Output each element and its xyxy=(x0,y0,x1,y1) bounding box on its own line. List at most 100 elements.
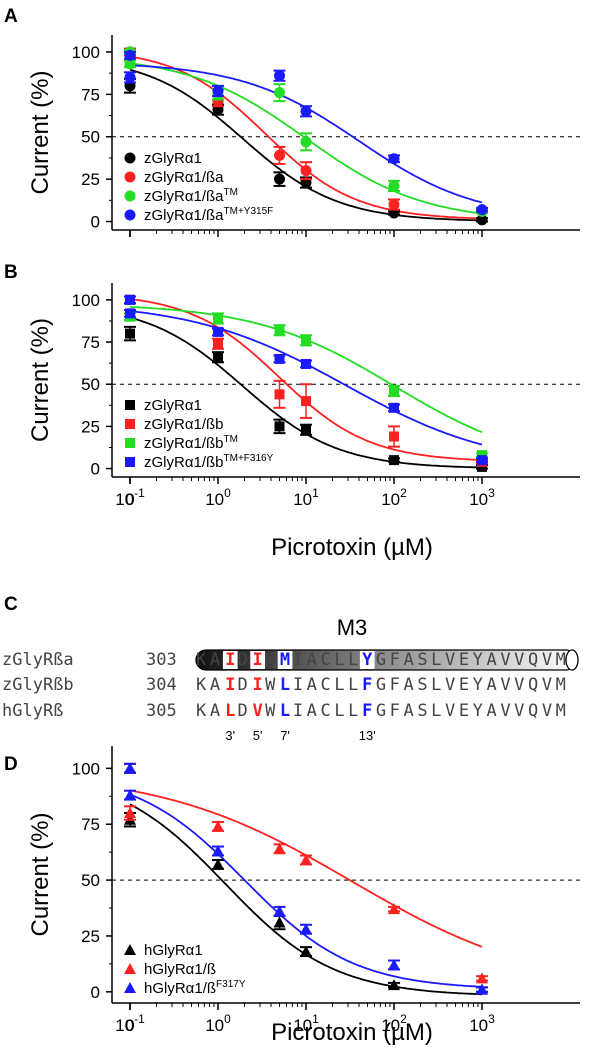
alignment-row-name: hGlyRß xyxy=(2,701,63,721)
data-point xyxy=(274,87,286,99)
x-tick-exponent: 1 xyxy=(312,1012,319,1026)
data-point xyxy=(477,455,487,466)
x-tick-base: 10 xyxy=(115,490,134,509)
data-point xyxy=(388,153,400,165)
x-tick-exponent: -1 xyxy=(134,1012,145,1026)
y-tick-label: 100 xyxy=(72,43,100,62)
alignment-row-name: zGlyRßa xyxy=(2,650,74,670)
legend-entry: hGlyRα1 xyxy=(144,942,203,959)
data-point xyxy=(274,353,285,364)
data-point xyxy=(300,136,312,148)
highlighted-residue: V xyxy=(253,701,263,721)
x-tick-label: 100 xyxy=(205,486,231,509)
y-tick-label: 100 xyxy=(72,759,100,778)
legend-entry: hGlyRα1/ßF317Y xyxy=(144,979,246,997)
data-point xyxy=(476,983,488,995)
legend-entry: zGlyRα1/ßaTM+Y315F xyxy=(144,206,273,224)
alignment-row-start: 305 xyxy=(146,701,177,721)
x-tick-base: 0 xyxy=(125,490,134,509)
highlight-background xyxy=(250,651,265,669)
x-tick-label: 10-1 xyxy=(115,486,145,509)
residue-position-label: 5' xyxy=(253,728,263,743)
x-tick-base: 10 xyxy=(115,1016,134,1035)
highlighted-residue: L xyxy=(225,701,235,721)
legend-marker xyxy=(125,438,135,448)
highlight-background xyxy=(277,651,293,669)
x-axis-title: Picrotoxin (µM) xyxy=(271,1019,433,1046)
legend-entry: hGlyRα1/ß xyxy=(144,961,216,978)
data-point xyxy=(213,313,223,324)
legend-series-name: hGlyRα1 xyxy=(144,942,203,959)
highlighted-residue: I xyxy=(253,675,263,695)
x-tick-base: 10 xyxy=(469,1016,488,1035)
data-point xyxy=(477,461,487,472)
x-tick-exponent: 2 xyxy=(400,1012,407,1026)
legend-marker xyxy=(124,209,136,221)
x-tick-base: 10 xyxy=(469,490,488,509)
legend-series-name: zGlyRα1/ßb xyxy=(144,454,224,471)
x-tick-base: 10 xyxy=(205,490,224,509)
data-point xyxy=(389,402,399,413)
legend-series-name: hGlyRα1/ß xyxy=(144,961,216,978)
highlight-background xyxy=(359,702,375,720)
highlight-background xyxy=(222,676,238,694)
data-point xyxy=(477,450,487,461)
legend-marker xyxy=(125,419,135,429)
data-point xyxy=(274,70,286,82)
data-point xyxy=(124,49,136,61)
data-point xyxy=(273,842,286,854)
legend-series-superscript: TM xyxy=(224,434,238,445)
highlighted-residue: I xyxy=(225,675,235,695)
y-tick-label: 50 xyxy=(81,128,100,147)
legend-marker xyxy=(124,171,136,183)
data-point xyxy=(274,421,285,432)
y-tick-label: 75 xyxy=(81,815,100,834)
y-tick-label: 75 xyxy=(81,333,100,352)
data-point xyxy=(125,328,135,339)
legend-entry: zGlyRα1 xyxy=(144,397,202,414)
data-point xyxy=(389,385,399,396)
y-tick-label: 25 xyxy=(81,417,100,436)
x-tick-exponent: 1 xyxy=(312,486,319,500)
panel-letter-b: B xyxy=(4,262,18,283)
x-tick-label: 101 xyxy=(293,1012,319,1035)
alignment-row-name: zGlyRßb xyxy=(2,675,74,695)
y-tick-label: 0 xyxy=(91,213,100,232)
legend-entry: zGlyRα1 xyxy=(144,150,202,167)
residue-position-label: 3' xyxy=(225,728,235,743)
legend-series-name: zGlyRα1/ßa xyxy=(144,188,224,205)
legend-marker xyxy=(124,152,136,164)
highlight-background xyxy=(222,651,238,669)
panel-c-alignment: M3 zGlyRßa303KAIDIWMIACLLYGFASLVEYAVVQVM… xyxy=(2,615,579,743)
y-axis-title: Current (%) xyxy=(27,70,54,194)
legend-series-name: zGlyRα1/ßb xyxy=(144,435,224,452)
data-point xyxy=(476,204,488,216)
data-point xyxy=(301,424,311,435)
x-tick-base: 10 xyxy=(293,1016,312,1035)
highlighted-residue: M xyxy=(280,650,290,670)
legend-series-name: zGlyRα1/ßb xyxy=(144,416,224,433)
data-point xyxy=(389,431,399,442)
panel-letter-a: A xyxy=(4,6,18,27)
data-point xyxy=(273,905,286,917)
panel-letter-c: C xyxy=(4,594,18,615)
data-point xyxy=(212,85,224,97)
legend-marker xyxy=(124,963,136,974)
x-tick-base: 10 xyxy=(293,490,312,509)
x-tick-label: 10-1 xyxy=(115,1012,145,1035)
panel-letter-d: D xyxy=(4,754,18,775)
highlighted-residue: I xyxy=(225,650,235,670)
legend-series-name: hGlyRα1/ß xyxy=(144,980,216,997)
legend-series-name: zGlyRα1/ßa xyxy=(144,169,224,186)
legend-marker xyxy=(125,400,135,410)
x-tick-label: 0 xyxy=(125,490,134,509)
x-tick-exponent: 0 xyxy=(224,486,231,500)
data-point xyxy=(388,959,400,971)
legend-marker xyxy=(124,982,136,993)
x-tick-label: 102 xyxy=(381,1012,407,1035)
y-axis-title: Current (%) xyxy=(27,318,54,442)
legend-entry: zGlyRα1/ßbTM+F316Y xyxy=(144,453,274,471)
